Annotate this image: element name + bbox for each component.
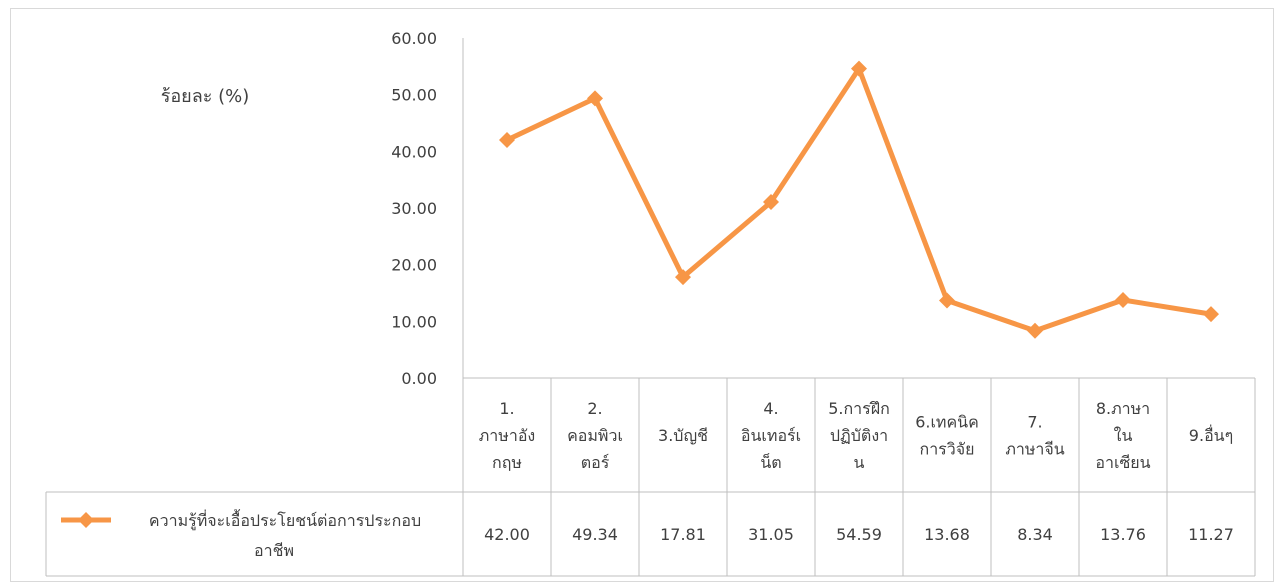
data-table-value: 13.68: [924, 525, 970, 544]
x-category-label: 7. ภาษาจีน: [1005, 413, 1064, 459]
x-category-label-line: น็ต: [760, 452, 781, 472]
data-point-marker: [851, 60, 867, 77]
x-category-label-line: 1.: [499, 399, 514, 418]
data-table-value: 11.27: [1188, 525, 1234, 544]
x-category-label-line: 8.ภาษา: [1096, 399, 1150, 418]
data-point-marker: [499, 132, 515, 148]
data-table-value: 31.05: [748, 525, 794, 544]
legend-marker: [78, 512, 94, 528]
x-category-label: 1. ภาษาอังกฤษ: [479, 399, 535, 472]
data-table: [45, 377, 1256, 577]
x-category-label-line: 5.การฝึก: [828, 399, 890, 418]
x-category-label: 2. คอมพิวเตอร์: [567, 399, 623, 472]
y-tick-label: 20.00: [391, 256, 437, 275]
y-tick-label: 30.00: [391, 199, 437, 218]
data-point-marker: [939, 292, 955, 309]
x-category-label-line: การวิจัย: [920, 440, 975, 459]
series-line: [504, 66, 1214, 334]
data-table-value: 13.76: [1100, 525, 1146, 544]
series-markers: [499, 60, 1219, 339]
x-category-label: 9.อื่นๆ: [1189, 424, 1233, 445]
x-category-label: 5.การฝึกปฏิบัติงาน: [828, 399, 890, 472]
data-table-value: 42.00: [484, 525, 530, 544]
x-category-label-line: ภาษาอัง: [479, 426, 535, 445]
x-category-label-line: 3.บัญชี: [658, 426, 708, 445]
y-tick-label: 10.00: [391, 312, 437, 331]
legend-series-name-line: ความรู้ที่จะเอื้อประโยชน์ต่อการประกอบ: [149, 509, 421, 531]
data-point-marker: [587, 90, 603, 107]
x-category-label-line: ใน: [1114, 426, 1133, 445]
x-category-label: 6.เทคนิคการวิจัย: [915, 413, 979, 459]
y-tick-label: 40.00: [391, 142, 437, 161]
x-category-label-line: 9.อื่นๆ: [1189, 424, 1233, 445]
x-category-label: 3.บัญชี: [658, 426, 708, 445]
x-category-label-line: ปฏิบัติงา: [830, 426, 888, 445]
value-labels: 42.00 49.34 17.81 31.05 54.59 13.68 8.34 13.76 1…: [484, 525, 1234, 544]
x-category-label-line: 6.เทคนิค: [915, 413, 979, 432]
data-point-marker: [1203, 306, 1219, 323]
x-category-label-line: 7.: [1027, 413, 1042, 432]
data-table-value: 54.59: [836, 525, 882, 544]
x-category-label-line: 2.: [587, 399, 602, 418]
x-category-label-line: ตอร์: [581, 453, 610, 472]
x-category-label-line: กฤษ: [492, 453, 522, 472]
y-tick-label: 50.00: [391, 86, 437, 105]
data-point-marker: [675, 269, 691, 286]
x-category-label-line: อาเซียน: [1095, 453, 1150, 472]
legend-series-name-line: อาชีพ: [254, 541, 294, 560]
legend-series-name: ความรู้ที่จะเอื้อประโยชน์ต่อการประกอบอาช…: [149, 509, 421, 560]
data-table-value: 17.81: [660, 525, 706, 544]
y-tick-label: 60.00: [391, 29, 437, 48]
legend-key: ความรู้ที่จะเอื้อประโยชน์ต่อการประกอบอาช…: [61, 509, 421, 560]
x-category-label-line: คอมพิวเ: [567, 426, 623, 445]
data-point-marker: [1115, 292, 1131, 309]
data-point-marker: [763, 194, 779, 211]
x-category-label: 4. อินเทอร์เน็ต: [741, 399, 801, 472]
data-table-value: 8.34: [1017, 525, 1053, 544]
data-table-value: 49.34: [572, 525, 618, 544]
category-labels: 1. ภาษาอังกฤษ 2. คอมพิวเตอร์ 3.บัญชี 4. อินเทอ…: [479, 399, 1233, 472]
x-category-label: 8.ภาษาในอาเซียน: [1095, 399, 1150, 472]
y-axis-ticks: 0.00 10.00 20.00 30.00 40.00 50.00 60.00: [391, 29, 437, 388]
x-category-label-line: น: [854, 453, 865, 472]
x-category-label-line: ภาษาจีน: [1005, 440, 1064, 459]
y-axis-label: ร้อยละ (%): [161, 86, 250, 107]
data-point-marker: [1027, 322, 1043, 339]
chart-frame: [10, 8, 1274, 582]
x-category-label-line: 4.: [763, 399, 778, 418]
y-tick-label: 0.00: [401, 369, 437, 388]
x-category-label-line: อินเทอร์เ: [741, 426, 801, 445]
